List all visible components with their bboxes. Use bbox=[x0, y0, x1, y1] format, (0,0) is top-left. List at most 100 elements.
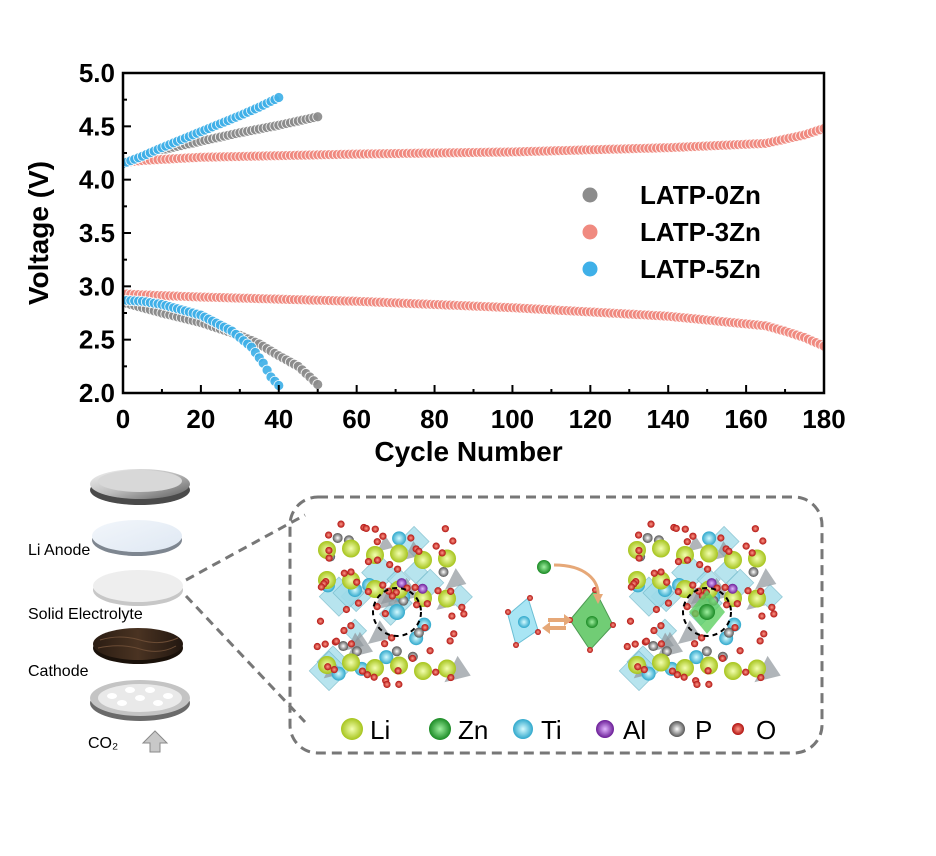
legend-marker bbox=[581, 260, 599, 278]
p-atom bbox=[648, 641, 659, 652]
o-atom bbox=[744, 587, 752, 595]
o-atom bbox=[448, 612, 456, 620]
li-anode-label: Li Anode bbox=[28, 542, 91, 559]
po4-tetrahedron bbox=[375, 586, 395, 606]
legend-o-atom bbox=[732, 723, 744, 735]
coin-cell-cap bbox=[90, 469, 190, 505]
o-atom bbox=[673, 671, 681, 679]
o-atom bbox=[370, 673, 378, 681]
x-tick-label: 80 bbox=[420, 404, 449, 434]
o-atom bbox=[388, 592, 396, 600]
o-atom bbox=[342, 605, 351, 614]
o-atom bbox=[373, 556, 382, 564]
legend-ti-label: Ti bbox=[541, 715, 562, 745]
o-atom bbox=[742, 668, 750, 676]
p-atom bbox=[642, 532, 653, 543]
x-tick-label: 40 bbox=[264, 404, 293, 434]
p-atom bbox=[332, 532, 343, 543]
zn-substitution-illustration bbox=[505, 560, 616, 653]
o-atom bbox=[770, 610, 778, 618]
o-atom bbox=[664, 599, 673, 607]
o-atom bbox=[696, 561, 704, 569]
o-atom bbox=[413, 601, 421, 609]
o-atom bbox=[650, 626, 658, 635]
o-atom bbox=[718, 654, 727, 662]
o-atom bbox=[626, 617, 635, 625]
o-atom bbox=[756, 637, 764, 645]
o-atom bbox=[725, 547, 733, 555]
data-point bbox=[273, 92, 285, 103]
x-tick-label: 20 bbox=[186, 404, 215, 434]
y-axis-label: Voltage (V) bbox=[23, 161, 54, 305]
zoom-line-bottom bbox=[184, 594, 307, 724]
o-atom bbox=[650, 569, 658, 577]
o-atom bbox=[434, 587, 442, 595]
o-atom bbox=[332, 637, 340, 645]
o-atom bbox=[634, 531, 643, 539]
o-atom bbox=[460, 610, 468, 618]
li-atom bbox=[700, 656, 718, 675]
data-point bbox=[312, 111, 324, 123]
legend-p-atom bbox=[669, 721, 685, 737]
o-atom bbox=[426, 647, 434, 655]
o-atom bbox=[411, 583, 419, 592]
o-atom bbox=[631, 640, 639, 648]
o-atom bbox=[363, 671, 371, 679]
li-atom bbox=[366, 659, 384, 677]
o-atom bbox=[353, 578, 361, 586]
al-atom bbox=[706, 578, 717, 589]
o-atom bbox=[634, 663, 642, 671]
li-atom bbox=[700, 544, 718, 563]
zn-atom bbox=[699, 604, 715, 620]
o-atom bbox=[432, 668, 440, 676]
li-atom bbox=[724, 551, 742, 569]
po4-tetrahedron bbox=[445, 568, 467, 590]
o-atom bbox=[441, 525, 449, 533]
o-atom bbox=[733, 600, 741, 608]
o-atom bbox=[447, 587, 455, 595]
o-atom bbox=[450, 630, 458, 638]
o-atom bbox=[373, 538, 381, 546]
o-atom bbox=[689, 532, 697, 540]
o-atom bbox=[698, 634, 706, 642]
al-atom bbox=[727, 583, 738, 594]
o-atom bbox=[316, 617, 325, 625]
o-atom bbox=[403, 584, 411, 592]
ti-atom bbox=[379, 650, 394, 665]
ti-atom bbox=[389, 604, 405, 620]
o-atom bbox=[721, 583, 729, 592]
cathode-disc bbox=[93, 628, 183, 664]
o-atom bbox=[407, 534, 415, 542]
o-atom bbox=[683, 538, 691, 546]
o-atom bbox=[447, 673, 455, 682]
o-atom bbox=[381, 610, 389, 618]
legend-al-label: Al bbox=[623, 715, 646, 745]
x-tick-label: 140 bbox=[647, 404, 690, 434]
o-atom bbox=[657, 640, 665, 648]
x-tick-label: 0 bbox=[116, 404, 130, 434]
legend-marker bbox=[581, 223, 599, 241]
o-atom bbox=[324, 663, 332, 671]
o-atom bbox=[693, 680, 701, 689]
o-atom bbox=[415, 547, 423, 555]
ti-atom bbox=[392, 531, 407, 546]
o-atom bbox=[393, 565, 402, 573]
li-atom bbox=[724, 662, 742, 680]
crystal-structure-frame bbox=[288, 495, 824, 755]
o-atom bbox=[383, 680, 391, 689]
p-atom bbox=[338, 641, 349, 652]
legend-o-label: O bbox=[756, 715, 776, 745]
crystal-structure-after bbox=[618, 520, 783, 692]
coin-cell-case bbox=[90, 680, 190, 721]
o-atom bbox=[330, 666, 338, 674]
o-atom bbox=[408, 654, 417, 662]
o-atom bbox=[325, 554, 333, 562]
o-atom bbox=[354, 599, 363, 607]
li-atom bbox=[748, 659, 766, 678]
p-atom bbox=[391, 646, 402, 657]
x-tick-label: 60 bbox=[342, 404, 371, 434]
al-atom bbox=[396, 578, 407, 589]
li-atom bbox=[414, 551, 432, 569]
legend-label: LATP-3Zn bbox=[640, 217, 761, 247]
